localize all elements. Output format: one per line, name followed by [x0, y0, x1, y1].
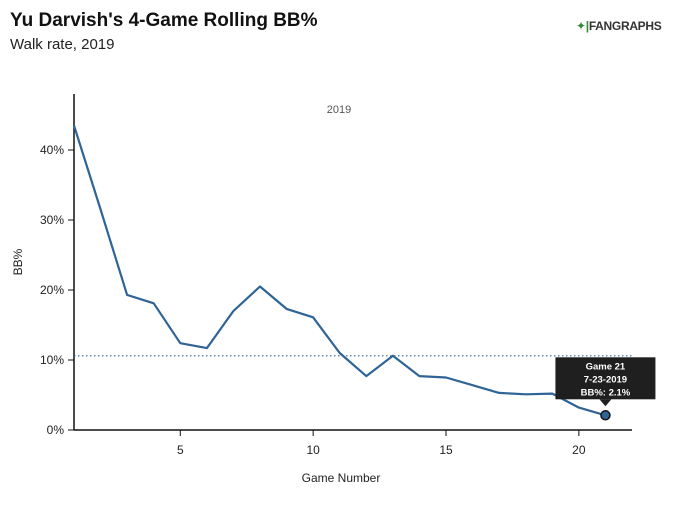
y-tick-label: 0% — [47, 423, 65, 437]
highlight-point[interactable] — [600, 410, 611, 421]
x-tick-label: 20 — [572, 443, 586, 457]
logo-text: FANGRAPHS — [588, 19, 662, 33]
fangraphs-logo-icon: ✦| — [576, 19, 589, 33]
y-tick-label: 20% — [40, 283, 64, 297]
x-tick-label: 15 — [439, 443, 453, 457]
tooltip-game: Game 21 — [586, 361, 626, 372]
tooltip-date: 7-23-2019 — [584, 374, 627, 385]
y-axis-label: BB% — [11, 248, 25, 275]
fangraphs-logo[interactable]: ✦|FANGRAPHS — [576, 19, 662, 33]
x-axis-label: Game Number — [302, 471, 381, 485]
tooltip-box — [555, 357, 656, 400]
chart-subtitle: Walk rate, 2019 — [10, 36, 115, 53]
series-line — [72, 125, 606, 417]
x-tick-label: 5 — [177, 443, 184, 457]
x-tick-label: 10 — [306, 443, 320, 457]
tooltip-pointer — [599, 399, 612, 407]
y-tick-label: 40% — [40, 143, 64, 157]
tooltip-value: BB%: 2.1% — [581, 387, 631, 398]
panel-label: 2019 — [327, 104, 351, 116]
y-tick-label: 10% — [40, 353, 64, 367]
chart-title: Yu Darvish's 4-Game Rolling BB% — [10, 10, 318, 31]
y-tick-label: 30% — [40, 213, 64, 227]
